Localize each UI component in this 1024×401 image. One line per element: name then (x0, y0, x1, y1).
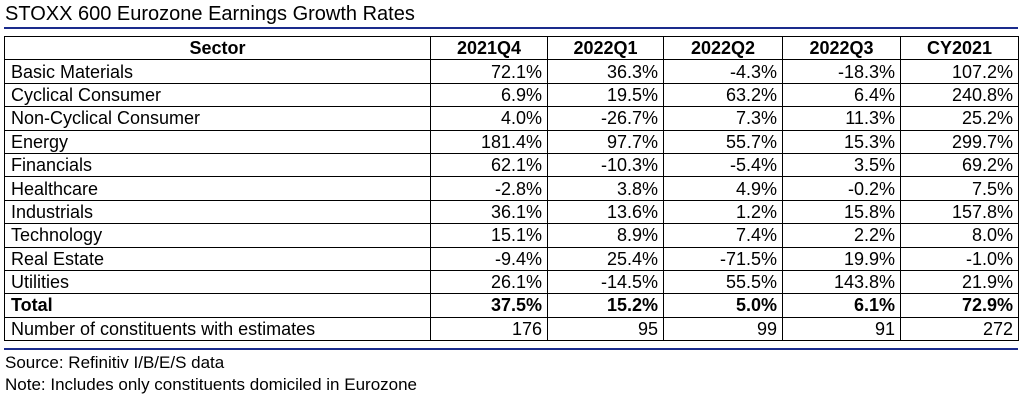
value-cell: -2.8% (430, 176, 548, 201)
footer-rule (4, 348, 1018, 350)
total-row: Total 37.5% 15.2% 5.0% 6.1% 72.9% (4, 293, 1019, 318)
table-row: Basic Materials 72.1% 36.3% -4.3% -18.3%… (4, 59, 1019, 84)
value-cell: -10.3% (547, 152, 664, 178)
value-cell: 3.8% (547, 176, 664, 201)
total-value-cell: 5.0% (663, 293, 783, 318)
value-cell: 36.1% (430, 199, 548, 225)
constituents-label: Number of constituents with estimates (4, 316, 431, 342)
table-row: Utilities 26.1% -14.5% 55.5% 143.8% 21.9… (4, 269, 1019, 295)
total-value-cell: 6.1% (782, 293, 901, 318)
constituents-count: 272 (900, 316, 1019, 342)
header-sector: Sector (4, 35, 431, 61)
value-cell: -14.5% (547, 269, 664, 295)
sector-name: Cyclical Consumer (4, 82, 431, 108)
sector-name: Basic Materials (4, 59, 431, 84)
table-title: STOXX 600 Eurozone Earnings Growth Rates (5, 3, 415, 25)
value-cell: 143.8% (782, 269, 901, 295)
header-2022q3: 2022Q3 (782, 35, 901, 61)
value-cell: 6.4% (782, 82, 901, 108)
table-row: Real Estate -9.4% 25.4% -71.5% 19.9% -1.… (4, 246, 1019, 271)
value-cell: -71.5% (663, 246, 783, 271)
value-cell: 69.2% (900, 152, 1019, 178)
table-row: Industrials 36.1% 13.6% 1.2% 15.8% 157.8… (4, 199, 1019, 225)
value-cell: 72.1% (430, 59, 548, 84)
value-cell: 157.8% (900, 199, 1019, 225)
value-cell: 181.4% (430, 129, 548, 154)
value-cell: 13.6% (547, 199, 664, 225)
value-cell: 21.9% (900, 269, 1019, 295)
sector-name: Energy (4, 129, 431, 154)
table-row: Energy 181.4% 97.7% 55.7% 15.3% 299.7% (4, 129, 1019, 154)
sector-name: Technology (4, 223, 431, 248)
value-cell: 63.2% (663, 82, 783, 108)
value-cell: 15.1% (430, 223, 548, 248)
sector-name: Financials (4, 152, 431, 178)
value-cell: -26.7% (547, 106, 664, 131)
value-cell: 4.0% (430, 106, 548, 131)
value-cell: -1.0% (900, 246, 1019, 271)
value-cell: 7.3% (663, 106, 783, 131)
value-cell: 240.8% (900, 82, 1019, 108)
value-cell: 7.5% (900, 176, 1019, 201)
value-cell: -4.3% (663, 59, 783, 84)
total-value-cell: 15.2% (547, 293, 664, 318)
earnings-growth-table: Sector 2021Q4 2022Q1 2022Q2 2022Q3 CY202… (4, 35, 1019, 342)
value-cell: 15.8% (782, 199, 901, 225)
value-cell: 55.5% (663, 269, 783, 295)
value-cell: 97.7% (547, 129, 664, 154)
sector-name: Non-Cyclical Consumer (4, 106, 431, 131)
value-cell: 11.3% (782, 106, 901, 131)
title-rule (4, 27, 1018, 29)
value-cell: 8.0% (900, 223, 1019, 248)
sector-name: Utilities (4, 269, 431, 295)
constituents-count: 91 (782, 316, 901, 342)
value-cell: -9.4% (430, 246, 548, 271)
header-2022q1: 2022Q1 (547, 35, 664, 61)
value-cell: 7.4% (663, 223, 783, 248)
value-cell: 6.9% (430, 82, 548, 108)
header-row: Sector 2021Q4 2022Q1 2022Q2 2022Q3 CY202… (4, 35, 1019, 61)
scope-note: Note: Includes only constituents domicil… (5, 375, 418, 394)
constituents-count: 176 (430, 316, 548, 342)
value-cell: 107.2% (900, 59, 1019, 84)
sector-name: Real Estate (4, 246, 431, 271)
value-cell: 15.3% (782, 129, 901, 154)
header-2021q4: 2021Q4 (430, 35, 548, 61)
constituents-count: 95 (547, 316, 664, 342)
value-cell: 8.9% (547, 223, 664, 248)
total-value-cell: 37.5% (430, 293, 548, 318)
value-cell: -5.4% (663, 152, 783, 178)
value-cell: 4.9% (663, 176, 783, 201)
value-cell: 299.7% (900, 129, 1019, 154)
sector-name: Industrials (4, 199, 431, 225)
source-note: Source: Refinitiv I/B/E/S data (5, 353, 225, 372)
value-cell: 62.1% (430, 152, 548, 178)
value-cell: 26.1% (430, 269, 548, 295)
table-row: Healthcare -2.8% 3.8% 4.9% -0.2% 7.5% (4, 176, 1019, 201)
constituents-count: 99 (663, 316, 783, 342)
value-cell: -0.2% (782, 176, 901, 201)
table-row: Cyclical Consumer 6.9% 19.5% 63.2% 6.4% … (4, 82, 1019, 108)
value-cell: 36.3% (547, 59, 664, 84)
table-row: Technology 15.1% 8.9% 7.4% 2.2% 8.0% (4, 223, 1019, 248)
value-cell: 25.4% (547, 246, 664, 271)
header-2022q2: 2022Q2 (663, 35, 783, 61)
value-cell: 25.2% (900, 106, 1019, 131)
value-cell: 2.2% (782, 223, 901, 248)
total-value-cell: 72.9% (900, 293, 1019, 318)
value-cell: 3.5% (782, 152, 901, 178)
sector-name: Healthcare (4, 176, 431, 201)
value-cell: -18.3% (782, 59, 901, 84)
value-cell: 1.2% (663, 199, 783, 225)
table-row: Financials 62.1% -10.3% -5.4% 3.5% 69.2% (4, 152, 1019, 178)
total-label: Total (4, 293, 431, 318)
table-row: Non-Cyclical Consumer 4.0% -26.7% 7.3% 1… (4, 106, 1019, 131)
value-cell: 19.5% (547, 82, 664, 108)
constituents-row: Number of constituents with estimates 17… (4, 316, 1019, 342)
header-cy2021: CY2021 (900, 35, 1019, 61)
value-cell: 55.7% (663, 129, 783, 154)
value-cell: 19.9% (782, 246, 901, 271)
